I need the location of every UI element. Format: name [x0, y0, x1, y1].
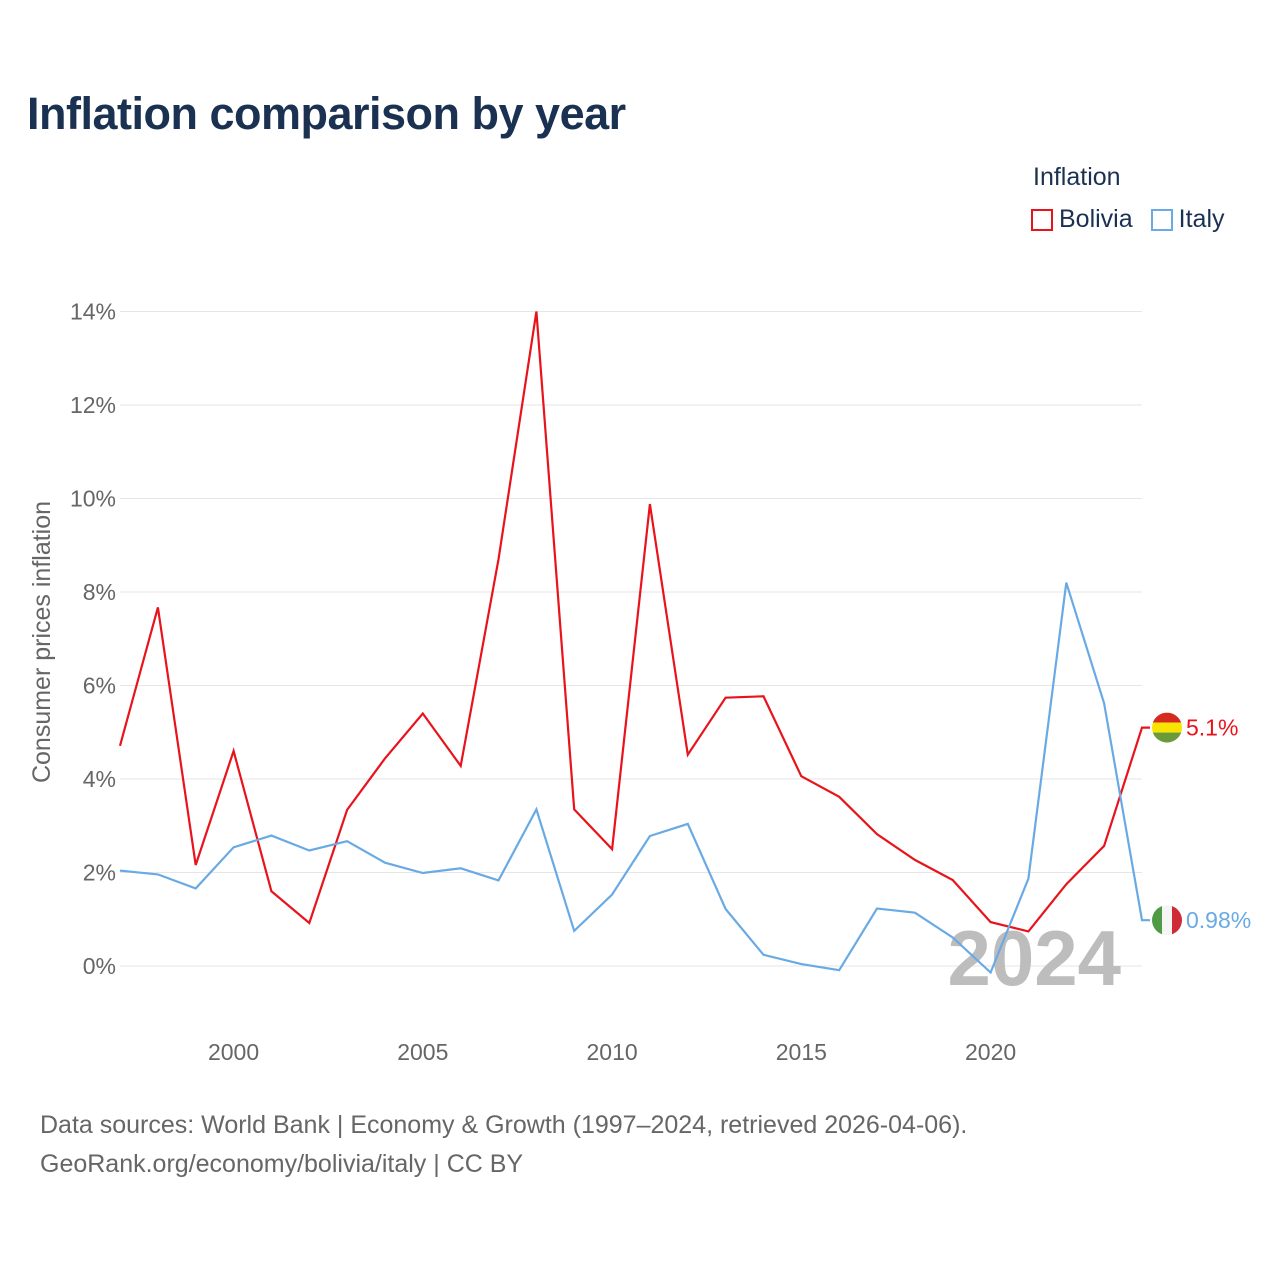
- y-tick-label: 8%: [83, 579, 116, 605]
- x-tick-label: 2010: [586, 1039, 637, 1065]
- footer: Data sources: World Bank | Economy & Gro…: [40, 1106, 967, 1184]
- line-chart: 0% 2% 4% 6% 8% 10% 12% 14% 2000 2005 2010 2015 2020…: [28, 299, 1251, 1066]
- footer-sources: Data sources: World Bank | Economy & Gro…: [40, 1111, 968, 1139]
- legend-item-bolivia[interactable]: Bolivia: [1031, 205, 1133, 234]
- legend-item-italy[interactable]: Italy: [1150, 205, 1225, 234]
- series-lines: [118, 311, 1150, 975]
- legend-title: Inflation: [1033, 163, 1121, 191]
- y-tick-label: 10%: [70, 486, 116, 512]
- bolivia-flag-icon: [1152, 712, 1182, 743]
- y-tick-label: 14%: [70, 299, 116, 325]
- legend: Bolivia Italy: [1031, 205, 1243, 234]
- legend-swatch-italy: [1150, 208, 1173, 231]
- italy-flag-icon: [1152, 905, 1182, 936]
- y-tick-label: 12%: [70, 392, 116, 418]
- end-markers: 5.1% 0.98%: [1152, 712, 1251, 936]
- legend-swatch-bolivia: [1031, 208, 1053, 231]
- y-axis-ticks: 0% 2% 4% 6% 8% 10% 12% 14%: [70, 299, 116, 980]
- grid-lines: [120, 311, 1142, 967]
- y-tick-label: 6%: [83, 673, 116, 699]
- x-tick-label: 2020: [965, 1039, 1016, 1065]
- y-tick-label: 2%: [83, 860, 116, 886]
- chart-title: Inflation comparison by year: [27, 88, 626, 139]
- legend-label-italy: Italy: [1178, 205, 1225, 233]
- footer-link[interactable]: GeoRank.org/economy/bolivia/italy | CC B…: [40, 1150, 524, 1178]
- x-tick-label: 2005: [397, 1039, 448, 1065]
- x-tick-label: 2015: [776, 1039, 827, 1065]
- y-axis-label: Consumer prices inflation: [28, 501, 56, 783]
- end-label-bolivia: 5.1%: [1186, 715, 1238, 741]
- y-tick-label: 4%: [83, 766, 116, 792]
- series-line-bolivia[interactable]: [118, 311, 1150, 933]
- end-label-italy: 0.98%: [1186, 907, 1251, 933]
- y-tick-label: 0%: [83, 953, 116, 979]
- x-tick-label: 2000: [208, 1039, 259, 1065]
- legend-label-bolivia: Bolivia: [1059, 205, 1133, 233]
- series-line-italy[interactable]: [119, 582, 1150, 975]
- x-axis-ticks: 2000 2005 2010 2015 2020: [208, 1039, 1016, 1065]
